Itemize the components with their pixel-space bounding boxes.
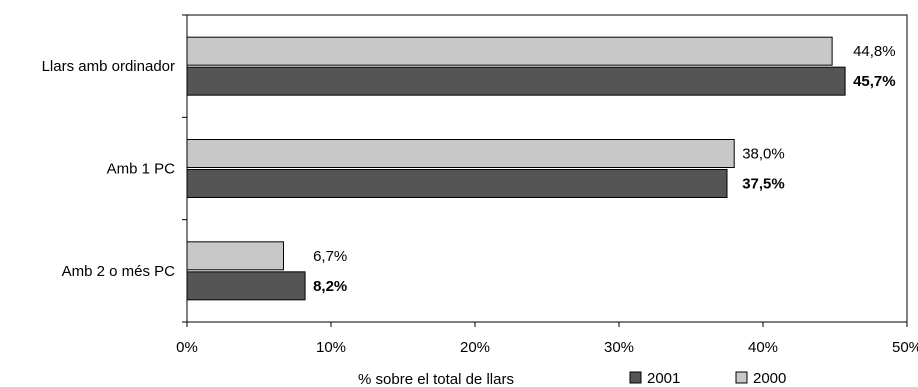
legend-swatch-2000: [735, 371, 748, 384]
bars-group: [186, 36, 846, 301]
data-label-2001: 8,2%: [313, 278, 347, 295]
x-axis-ticks: 0% 10% 20% 30% 40% 50%: [176, 322, 918, 356]
plot-border: [186, 14, 908, 323]
legend-swatch-2001: [629, 371, 642, 384]
data-label-2001: 45,7%: [853, 73, 896, 90]
data-label-2000: 6,7%: [313, 248, 347, 265]
legend: 2001 2000: [629, 370, 786, 387]
legend-label-2000: 2000: [753, 370, 786, 387]
legend-label-2001: 2001: [647, 370, 680, 387]
x-axis-title: % sobre el total de llars: [358, 371, 514, 387]
data-label-2000: 44,8%: [853, 43, 896, 60]
data-labels: 44,8% 45,7% 38,0% 37,5% 6,7% 8,2%: [313, 43, 896, 295]
x-tick-label: 20%: [460, 339, 490, 356]
category-label: Llars amb ordinador: [42, 58, 175, 75]
x-tick-label: 10%: [316, 339, 346, 356]
data-label-2000: 38,0%: [742, 146, 785, 163]
bar-2001: [186, 169, 728, 198]
x-tick-label: 40%: [748, 339, 778, 356]
bar-2001: [186, 66, 846, 96]
category-label: Amb 1 PC: [107, 161, 176, 178]
x-tick-label: 50%: [892, 339, 918, 356]
x-tick-label: 0%: [176, 339, 198, 356]
bar-2000: [186, 139, 735, 168]
bar-2000: [186, 241, 284, 271]
category-label: Amb 2 o més PC: [62, 263, 176, 280]
data-label-2001: 37,5%: [742, 176, 785, 193]
x-tick-label: 30%: [604, 339, 634, 356]
plot-area: [182, 14, 908, 323]
category-labels: Llars amb ordinador Amb 1 PC Amb 2 o més P…: [42, 58, 176, 280]
bar-2000: [186, 36, 833, 66]
bar-2001: [186, 271, 306, 301]
